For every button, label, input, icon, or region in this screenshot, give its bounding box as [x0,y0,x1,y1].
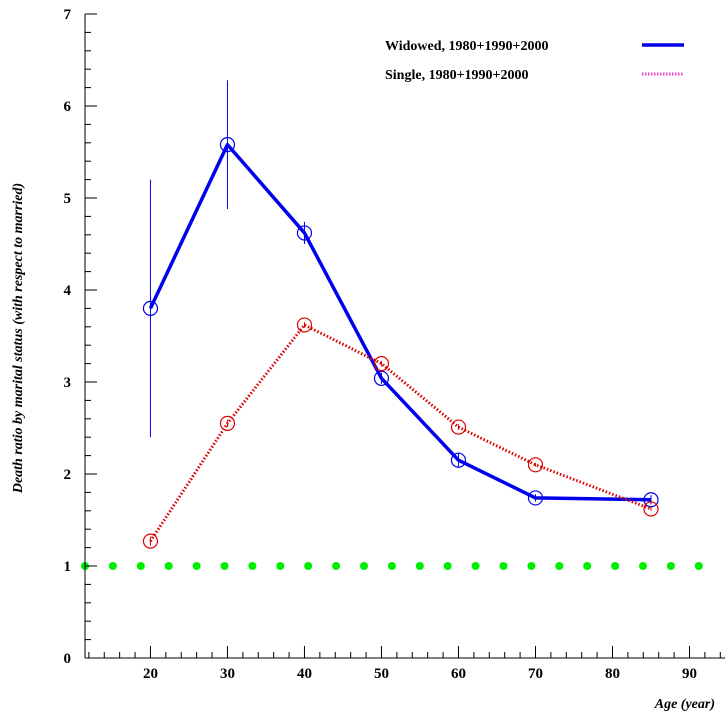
reference-dot [164,562,173,570]
legend-entry-label: Single, 1980+1990+2000 [385,68,529,83]
x-tick-label: 60 [451,666,466,682]
reference-dot [304,562,313,570]
reference-dot [192,562,201,570]
plot-area [81,80,703,570]
data-point [643,501,659,517]
data-point [296,317,313,333]
x-tick-label: 90 [682,666,697,682]
data-point [450,452,467,468]
data-point [643,492,659,508]
reference-dot [387,562,396,570]
reference-dot [499,562,508,570]
reference-dot [220,562,229,570]
reference-dot [443,562,452,570]
y-tick-label: 2 [64,467,72,483]
x-tick-label: 80 [605,666,620,682]
reference-dot [583,562,592,570]
reference-dot [694,562,703,570]
data-point [219,137,236,153]
y-axis-label: Death ratio by marital status (with resp… [11,183,26,494]
data-point [296,225,313,241]
x-tick-label: 50 [374,666,389,682]
reference-dot [136,562,145,570]
reference-dot [611,562,620,570]
y-tick-label: 6 [64,99,72,115]
x-tick-label: 30 [220,666,235,682]
series-line-0 [148,142,652,502]
reference-dot [276,562,285,570]
data-point [527,457,544,473]
data-point [527,490,544,506]
reference-dot [666,562,675,570]
data-point [142,533,159,549]
y-tick-label: 0 [64,651,72,667]
y-tick-label: 4 [64,283,72,299]
data-point [142,300,159,316]
legend: Widowed, 1980+1990+2000 Single, 1980+1990… [385,39,684,83]
reference-dot [108,562,117,570]
y-tick-label: 1 [64,559,72,575]
reference-dot [471,562,480,570]
legend-entry-label: Widowed, 1980+1990+2000 [385,39,549,54]
x-tick-label: 40 [297,666,312,682]
x-tick-label: 70 [528,666,543,682]
data-point [450,419,467,435]
y-tick-label: 5 [64,191,72,207]
axes: 0 1 2 3 4 5 6 7 20 30 40 50 60 70 80 90 [64,7,725,682]
reference-dot [360,562,368,570]
data-point [219,415,236,431]
reference-dot [248,562,257,570]
reference-dot [527,562,536,570]
y-tick-label: 3 [64,375,72,391]
data-point [373,356,390,372]
y-tick-label: 7 [64,7,72,23]
series-line-1 [149,323,652,542]
reference-dot [555,562,564,570]
data-point [373,370,390,386]
reference-dot [639,562,647,570]
x-axis-label: Age (year) [654,697,715,712]
reference-dot [415,562,424,570]
x-tick-label: 20 [143,666,158,682]
reference-dot [332,562,341,570]
